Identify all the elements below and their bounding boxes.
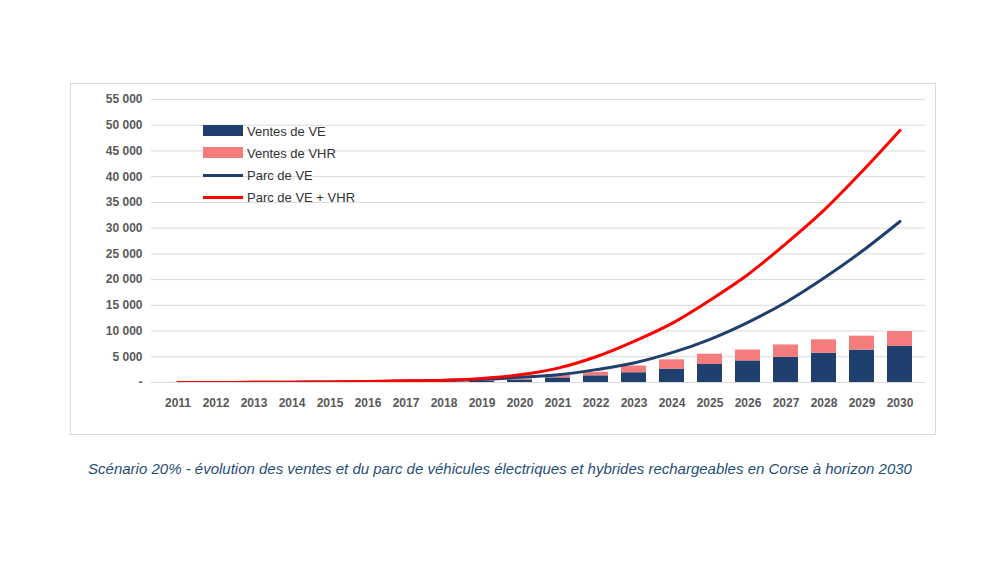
svg-text:2011: 2011: [165, 396, 191, 410]
svg-text:2015: 2015: [317, 396, 344, 410]
html-text:Parc de VE: Parc de VE: [247, 167, 313, 183]
svg-text:35 000: 35 000: [106, 195, 143, 209]
svg-text:2029: 2029: [849, 396, 876, 410]
svg-text:5 000: 5 000: [112, 350, 142, 364]
svg-text:2021: 2021: [545, 396, 572, 410]
svg-text:-: -: [139, 375, 143, 389]
svg-text:2012: 2012: [203, 396, 230, 410]
html-text:Parc de VE + VHR: Parc de VE + VHR: [247, 189, 355, 205]
svg-text:2028: 2028: [811, 396, 838, 410]
svg-text:2013: 2013: [241, 396, 268, 410]
svg-text:2019: 2019: [469, 396, 496, 410]
svg-text:2017: 2017: [393, 396, 420, 410]
html-text:Scénario 20% - évolution des v: Scénario 20% - évolution des ventes et d…: [88, 460, 912, 477]
svg-text:2025: 2025: [697, 396, 724, 410]
svg-text:45 000: 45 000: [106, 144, 143, 158]
svg-text:40 000: 40 000: [106, 170, 143, 184]
svg-text:2027: 2027: [773, 396, 800, 410]
svg-text:15 000: 15 000: [106, 298, 143, 312]
svg-text:10 000: 10 000: [106, 324, 143, 338]
html-text:Ventes de VHR: Ventes de VHR: [247, 145, 336, 161]
svg-text:2018: 2018: [431, 396, 458, 410]
svg-text:50 000: 50 000: [106, 118, 143, 132]
svg-text:2016: 2016: [355, 396, 382, 410]
svg-text:55 000: 55 000: [106, 92, 143, 106]
svg-text:2026: 2026: [735, 396, 762, 410]
svg-text:2022: 2022: [583, 396, 610, 410]
svg-text:25 000: 25 000: [106, 247, 143, 261]
svg-text:2014: 2014: [279, 396, 306, 410]
svg-text:2020: 2020: [507, 396, 534, 410]
svg-text:2030: 2030: [887, 396, 914, 410]
html-text:Ventes de VE: Ventes de VE: [247, 123, 326, 139]
svg-text:30 000: 30 000: [106, 221, 143, 235]
svg-text:2024: 2024: [659, 396, 686, 410]
svg-text:20 000: 20 000: [106, 272, 143, 286]
svg-text:2023: 2023: [621, 396, 648, 410]
